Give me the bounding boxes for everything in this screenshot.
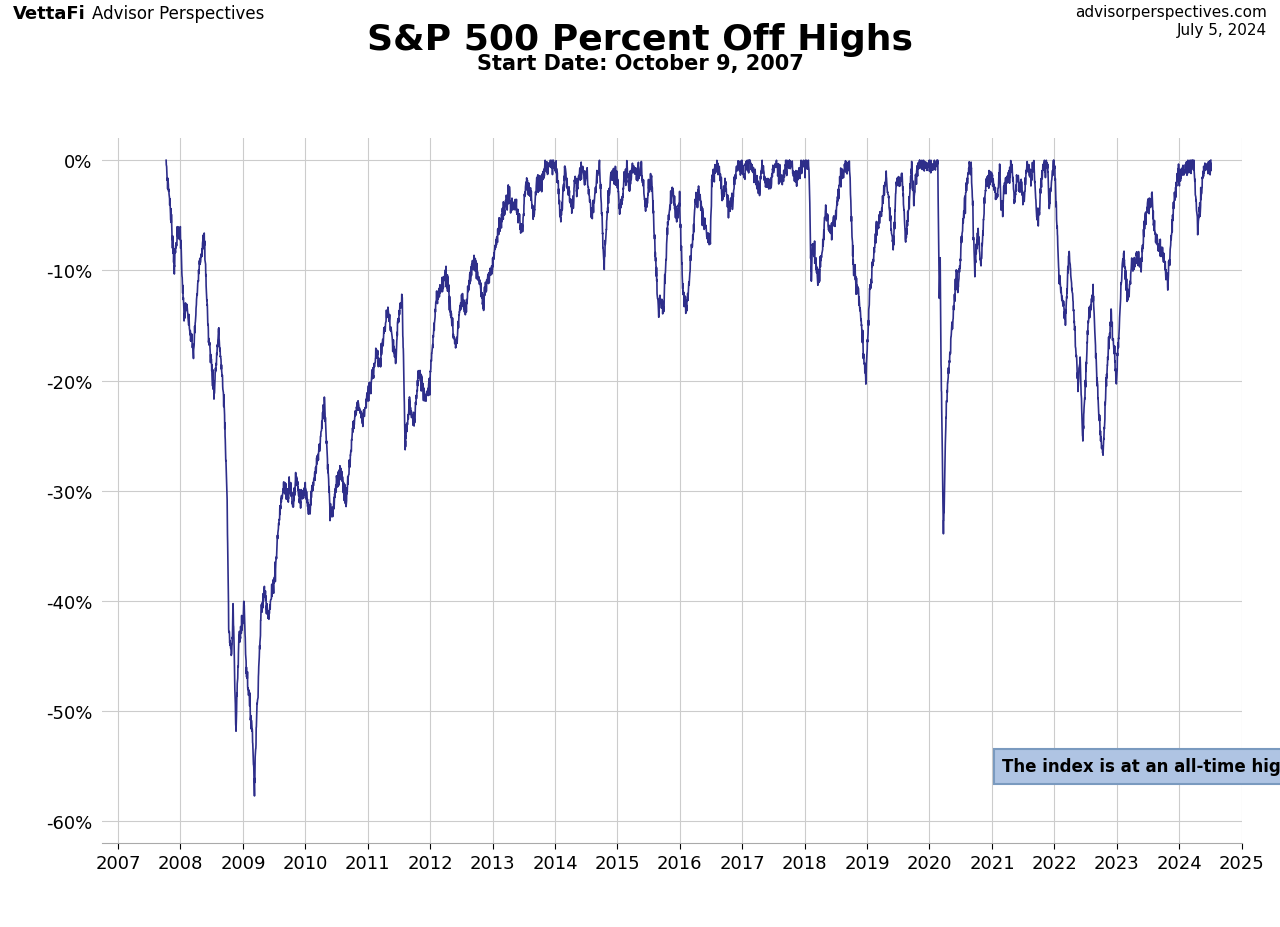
- Text: S&P 500 Percent Off Highs: S&P 500 Percent Off Highs: [367, 23, 913, 57]
- Text: July 5, 2024: July 5, 2024: [1178, 23, 1267, 38]
- Text: advisorperspectives.com: advisorperspectives.com: [1075, 5, 1267, 19]
- Text: Start Date: October 9, 2007: Start Date: October 9, 2007: [476, 54, 804, 74]
- Text: VettaFi: VettaFi: [13, 5, 86, 22]
- Text: The index is at an all-time high.: The index is at an all-time high.: [1002, 757, 1280, 776]
- Text: Advisor Perspectives: Advisor Perspectives: [92, 5, 265, 22]
